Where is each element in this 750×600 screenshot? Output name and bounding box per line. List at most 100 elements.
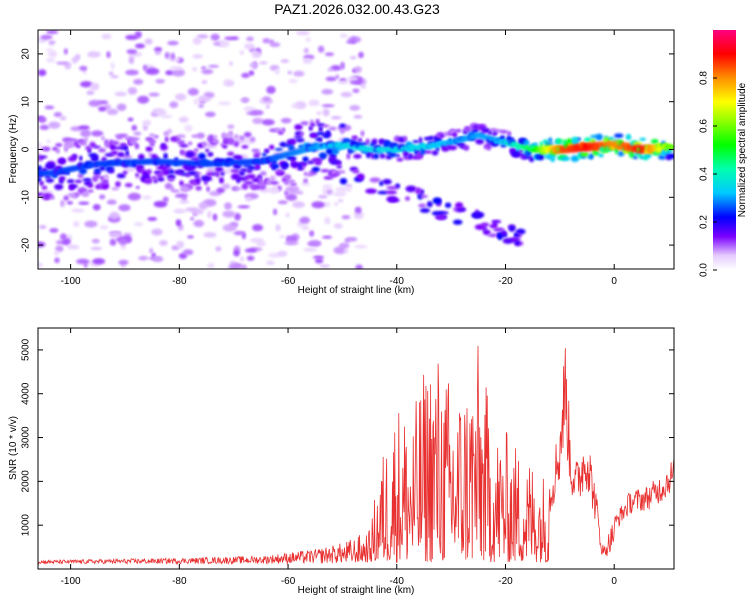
spectrogram-noise-blob <box>266 260 275 265</box>
spectrogram-noise-blob <box>360 84 367 89</box>
spectrogram-noise-blob <box>48 121 61 129</box>
spectrogram-noise-blob <box>289 182 297 187</box>
spectrogram-noise-blob <box>337 80 349 85</box>
spectrogram-noise-blob <box>169 101 179 109</box>
spectrogram-noise-blob <box>318 195 328 199</box>
spectrogram-noise-blob <box>261 119 275 126</box>
spectrogram-noise-blob <box>192 54 203 59</box>
x-tick-label: -100 <box>61 576 81 587</box>
spectrogram-ridge-blob <box>122 170 128 175</box>
spectrogram-noise-blob <box>114 91 127 97</box>
spectrogram-ridge-blob <box>291 138 296 145</box>
spectrogram-branch-blob <box>510 237 521 241</box>
spectrogram-noise-blob <box>91 238 100 244</box>
spectrogram-noise-blob <box>73 220 80 227</box>
spectrogram-ridge-blob <box>580 152 590 157</box>
spectrogram-noise-blob <box>239 50 245 55</box>
spectrogram-noise-blob <box>175 93 187 101</box>
spectrogram-ridge-blob <box>110 150 119 156</box>
spectrogram-ridge-blob <box>614 133 624 139</box>
spectrogram-noise-blob <box>210 33 220 41</box>
spectrogram-noise-blob <box>71 56 79 64</box>
spectrogram-ridge-blob <box>321 124 330 128</box>
spectrogram-ridge-blob <box>187 171 197 175</box>
spectrogram-noise-blob <box>346 40 356 44</box>
spectrogram-ridge-blob <box>481 127 491 134</box>
spectrogram-noise-blob <box>87 51 101 58</box>
spectrogram-ridge-blob <box>318 137 323 143</box>
spectrogram-noise-blob <box>53 250 60 256</box>
spectrogram-ridge-blob <box>532 142 539 146</box>
spectrogram-ridge-blob <box>74 192 81 197</box>
spectrogram-noise-blob <box>201 69 214 75</box>
spectrogram-noise-blob <box>185 207 199 212</box>
spectrogram-ridge-blob <box>629 151 635 159</box>
spectrogram-ridge-blob <box>38 155 48 159</box>
spectrogram-noise-blob <box>106 199 117 205</box>
spectrogram-noise-blob <box>84 220 98 228</box>
spectrogram-noise-blob <box>317 45 325 53</box>
spectrogram-noise-blob <box>328 126 337 131</box>
spectrogram-noise-blob <box>108 71 114 76</box>
spectrogram-ridge-blob <box>216 187 225 194</box>
spectrogram-noise-blob <box>224 202 232 210</box>
spectrogram-noise-blob <box>314 258 324 264</box>
spectrogram-ridge-blob <box>99 165 106 171</box>
spectrogram-noise-blob <box>302 57 313 64</box>
x-tick-label: -100 <box>61 276 81 287</box>
spectrogram-ridge-blob <box>625 133 632 141</box>
spectrogram-noise-blob <box>246 255 255 261</box>
spectrogram-noise-blob <box>151 228 163 236</box>
spectrogram-ridge-blob <box>246 173 256 180</box>
spectrogram-ridge-blob <box>87 183 94 188</box>
spectrogram-branch-blob <box>426 201 433 208</box>
colorbar-tick-label: 0.2 <box>699 215 710 229</box>
spectrogram-noise-blob <box>207 210 212 219</box>
spectrogram-ridge-blob <box>80 141 87 146</box>
x-tick-label: -40 <box>390 276 405 287</box>
spectrogram-noise-blob <box>53 112 63 118</box>
spectrogram-ridge-blob <box>331 169 337 175</box>
spectrogram-noise-blob <box>339 128 345 135</box>
y-tick-label: 2000 <box>21 470 32 493</box>
spectrogram-branch-blob <box>456 207 467 212</box>
y-tick-label: -20 <box>21 237 32 252</box>
spectrogram-noise-blob <box>175 209 183 213</box>
snr-y-ticks: 1000 2000 3000 4000 5000 <box>21 338 674 536</box>
spectrogram-noise-blob <box>63 48 69 55</box>
spectrogram-noise-blob <box>249 62 259 69</box>
spectrogram-ridge-blob <box>112 146 122 150</box>
spectrogram-ridge-blob <box>66 179 75 184</box>
colorbar-label: Normalized spectral amplitude <box>737 82 748 217</box>
spectrogram-noise-blob <box>192 67 198 72</box>
spectrogram-ridge-blob <box>74 179 83 184</box>
spectrogram-ridge-blob <box>156 172 164 179</box>
spectrogram-noise-blob <box>116 103 127 111</box>
spectrogram-noise-blob <box>131 124 138 131</box>
spectrogram-noise-blob <box>101 33 112 40</box>
spectrogram-ridge-blob <box>90 156 99 162</box>
spectrogram-noise-blob <box>280 59 290 63</box>
spectrogram-ridge-blob <box>137 153 145 161</box>
spectrogram-noise-blob <box>353 114 363 119</box>
spectrogram-ridge-blob <box>76 144 81 149</box>
spectrogram-noise-blob <box>321 235 333 239</box>
spectrogram-noise-blob <box>169 66 183 71</box>
spectrogram-noise-blob <box>333 191 347 197</box>
spectrogram-ridge-blob <box>101 136 105 141</box>
y-tick-label: 0 <box>21 146 32 152</box>
spectrogram-noise-blob <box>89 82 100 91</box>
spectrogram-ridge-blob <box>390 144 399 148</box>
spectrogram-noise-blob <box>48 50 58 58</box>
spectrogram-noise-blob <box>142 195 152 200</box>
spectrogram-noise-blob <box>285 212 290 218</box>
spectrogram-noise-blob <box>251 148 260 153</box>
spectrogram-ridge-blob <box>59 158 66 164</box>
spectrogram-noise-blob <box>252 224 264 232</box>
spectrogram-noise-blob <box>76 258 90 265</box>
spectrogram-noise-blob <box>120 244 126 250</box>
spectrogram-noise-blob <box>38 69 47 77</box>
spectrogram-ridge-blob <box>258 177 263 182</box>
spectrogram-ridge-blob <box>238 170 246 176</box>
spectrogram-noise-blob <box>151 252 156 258</box>
